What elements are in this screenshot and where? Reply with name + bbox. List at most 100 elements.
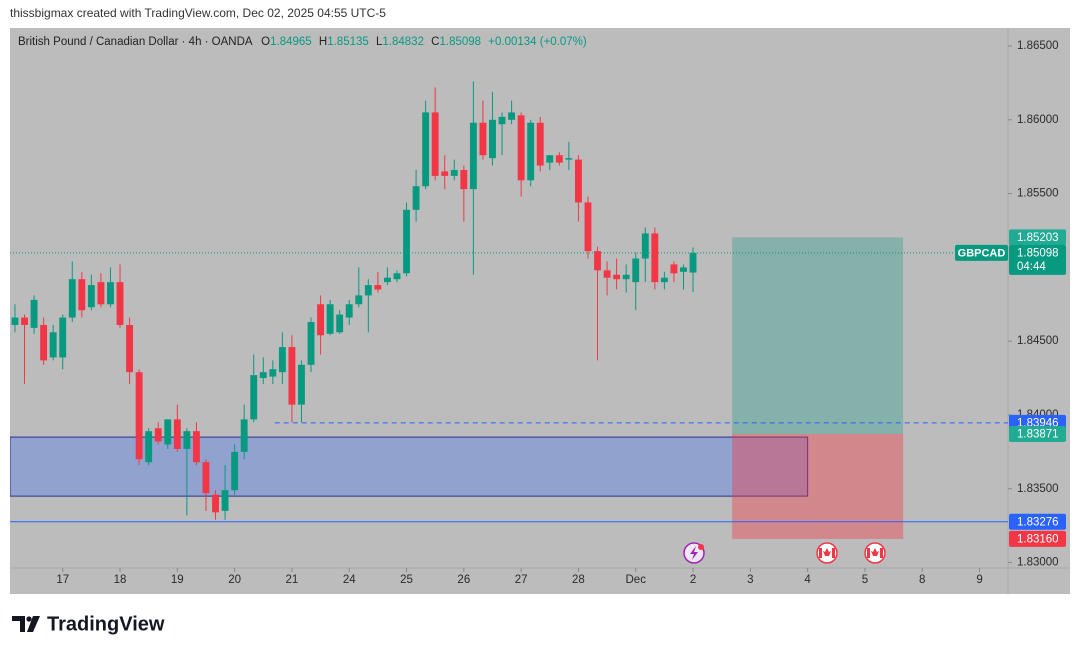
legend-key: L bbox=[376, 36, 383, 48]
candle-body bbox=[584, 202, 592, 252]
candle-body bbox=[212, 494, 219, 513]
candle-body bbox=[221, 490, 229, 511]
candle-body bbox=[594, 251, 601, 271]
x-tick-label: Dec bbox=[626, 574, 647, 586]
candle-body bbox=[164, 419, 172, 445]
legend-change: +0.00134 (+0.07%) bbox=[488, 36, 587, 48]
candle-body bbox=[651, 233, 659, 283]
candle-body bbox=[49, 332, 57, 358]
legend-value: 1.84832 bbox=[382, 36, 424, 48]
price-tag bbox=[1009, 513, 1066, 530]
candle-body bbox=[259, 372, 267, 379]
last-price-label: 1.85098 bbox=[1017, 247, 1059, 259]
x-tick-label: 3 bbox=[747, 574, 753, 586]
legend-key: H bbox=[319, 36, 327, 48]
x-tick-label: 5 bbox=[862, 574, 868, 586]
symbol-title: British Pound / Canadian Dollar · 4h · O… bbox=[18, 36, 253, 48]
x-tick-label: 4 bbox=[804, 574, 811, 586]
candle-body bbox=[336, 314, 344, 333]
candle-body bbox=[154, 428, 162, 442]
countdown: 04:44 bbox=[1017, 261, 1046, 273]
candle-body bbox=[40, 324, 48, 361]
x-tick-label: 26 bbox=[457, 574, 470, 586]
stop-area bbox=[732, 433, 904, 539]
candle-body bbox=[298, 364, 305, 405]
x-tick-label: 21 bbox=[286, 574, 299, 586]
price-tag-label: 1.83871 bbox=[1017, 429, 1059, 441]
x-tick-label: 20 bbox=[228, 574, 241, 586]
brand-name: TradingView bbox=[47, 613, 165, 635]
candle-body bbox=[508, 112, 516, 120]
x-tick-label: 19 bbox=[171, 574, 184, 586]
x-tick-label: 2 bbox=[690, 574, 696, 586]
candle-body bbox=[250, 375, 258, 420]
candle-body bbox=[231, 451, 239, 491]
price-tag bbox=[1009, 425, 1066, 442]
candle-body bbox=[412, 186, 420, 210]
x-tick-label: 27 bbox=[515, 574, 528, 586]
symbol-tag bbox=[955, 244, 1008, 261]
legend: British Pound / Canadian Dollar · 4h · O… bbox=[18, 36, 587, 48]
candle-body bbox=[383, 277, 391, 283]
candle-body bbox=[613, 274, 621, 280]
time-axis: 417181920212425262728Dec234589 bbox=[56, 568, 983, 586]
y-tick-label: 1.85500 bbox=[1017, 188, 1059, 200]
candle-body bbox=[78, 279, 86, 311]
zone bbox=[10, 436, 809, 497]
x-tick-label: 25 bbox=[400, 574, 413, 586]
candle-body bbox=[527, 122, 535, 181]
legend-value: 1.85135 bbox=[327, 36, 369, 48]
event-icon[interactable] bbox=[816, 542, 838, 564]
candle-body bbox=[59, 317, 67, 358]
candle-body bbox=[326, 304, 334, 334]
price-tag-label: 1.83160 bbox=[1017, 533, 1059, 545]
legend-value: 1.85098 bbox=[439, 36, 481, 48]
candle-body bbox=[269, 369, 277, 377]
event-icon[interactable] bbox=[864, 542, 886, 564]
event-icon[interactable] bbox=[683, 542, 705, 564]
x-tick-label: 28 bbox=[572, 574, 585, 586]
candle-body bbox=[670, 264, 678, 274]
candle-body bbox=[431, 112, 439, 176]
candle-body bbox=[517, 115, 525, 181]
candle-body bbox=[393, 273, 401, 280]
candle-body bbox=[307, 321, 315, 365]
candle-body bbox=[21, 317, 28, 325]
price-axis: 1.865001.860001.855001.845001.840001.835… bbox=[955, 40, 1066, 569]
plot bbox=[10, 81, 1008, 539]
last-price-tag bbox=[1009, 244, 1066, 275]
y-tick-label: 1.84500 bbox=[1017, 335, 1059, 347]
watermark: thissbigmax created with TradingView.com… bbox=[10, 6, 386, 20]
target-area bbox=[732, 237, 904, 434]
candle-body bbox=[97, 282, 105, 305]
legend-key: O bbox=[261, 36, 270, 48]
candle-body bbox=[536, 122, 544, 166]
candle-body bbox=[30, 299, 38, 328]
candle-body bbox=[555, 155, 563, 163]
candle-body bbox=[173, 419, 181, 449]
y-tick-label: 1.86000 bbox=[1017, 114, 1059, 126]
candle-body bbox=[689, 252, 697, 273]
candle-body bbox=[192, 431, 200, 463]
candle-body bbox=[489, 119, 496, 159]
candle-body bbox=[87, 285, 95, 308]
candle-body bbox=[278, 347, 286, 373]
price-tag-label: 1.83276 bbox=[1017, 516, 1059, 528]
legend-value: 1.84965 bbox=[270, 36, 312, 48]
candle-body bbox=[11, 317, 19, 325]
candle-body bbox=[479, 122, 487, 156]
symbol-tag-label: GBPCAD bbox=[958, 247, 1006, 259]
candle-body bbox=[202, 462, 210, 494]
y-tick-label: 1.83000 bbox=[1017, 557, 1059, 569]
candle-body bbox=[680, 267, 687, 272]
x-tick-label: 17 bbox=[56, 574, 69, 586]
candle-body bbox=[498, 116, 506, 125]
x-tick-label: 24 bbox=[343, 574, 356, 586]
x-tick-label: 8 bbox=[919, 574, 925, 586]
candle-body bbox=[374, 285, 382, 290]
candle-body bbox=[107, 282, 114, 305]
candle-body bbox=[145, 431, 153, 463]
x-tick-label: 9 bbox=[976, 574, 982, 586]
y-tick-label: 1.83500 bbox=[1017, 483, 1059, 495]
